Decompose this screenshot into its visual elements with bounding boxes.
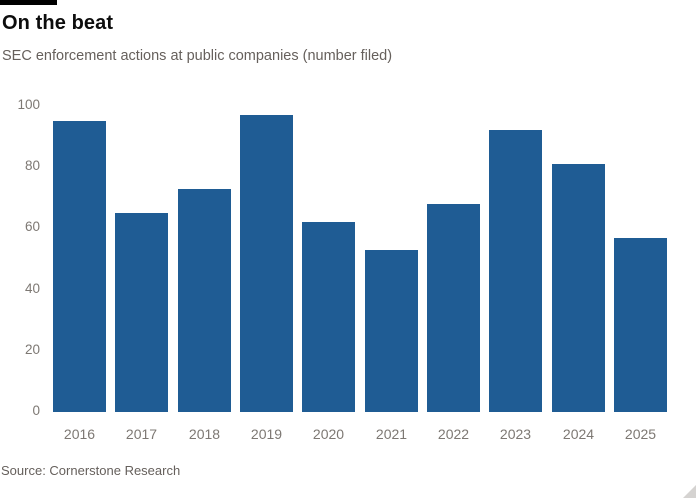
x-tick-label: 2025 (624, 426, 657, 442)
bar-2024 (552, 164, 605, 412)
x-tick-label: 2022 (437, 426, 470, 442)
y-tick-label: 60 (24, 219, 40, 235)
x-tick-label: 2016 (63, 426, 96, 442)
bar-2025 (614, 238, 667, 412)
bar-2022 (427, 204, 480, 412)
y-tick-label: 80 (24, 158, 40, 174)
bar-2018 (178, 189, 231, 412)
x-tick-label: 2024 (562, 426, 595, 442)
y-tick-label: 0 (32, 403, 40, 418)
bar-2019 (240, 115, 293, 412)
bar-2023 (489, 130, 542, 412)
chart-title: On the beat (2, 12, 114, 34)
y-tick-label: 100 (17, 97, 40, 112)
bar-2020 (302, 222, 355, 412)
accent-bar (0, 0, 57, 5)
x-tick-label: 2018 (188, 426, 221, 442)
source-note: Source: Cornerstone Research (1, 463, 181, 478)
bar-2021 (365, 250, 418, 412)
chart-subtitle: SEC enforcement actions at public compan… (2, 48, 393, 64)
x-tick-label: 2020 (312, 426, 345, 442)
y-tick-label: 20 (24, 341, 40, 357)
bar-2016 (53, 121, 106, 412)
y-tick-label: 40 (24, 280, 40, 296)
x-tick-label: 2019 (250, 426, 283, 442)
resize-grip-icon (683, 485, 696, 498)
x-tick-label: 2017 (125, 426, 158, 442)
bar-2017 (115, 213, 168, 412)
x-tick-label: 2023 (499, 426, 532, 442)
x-tick-label: 2021 (375, 426, 408, 442)
